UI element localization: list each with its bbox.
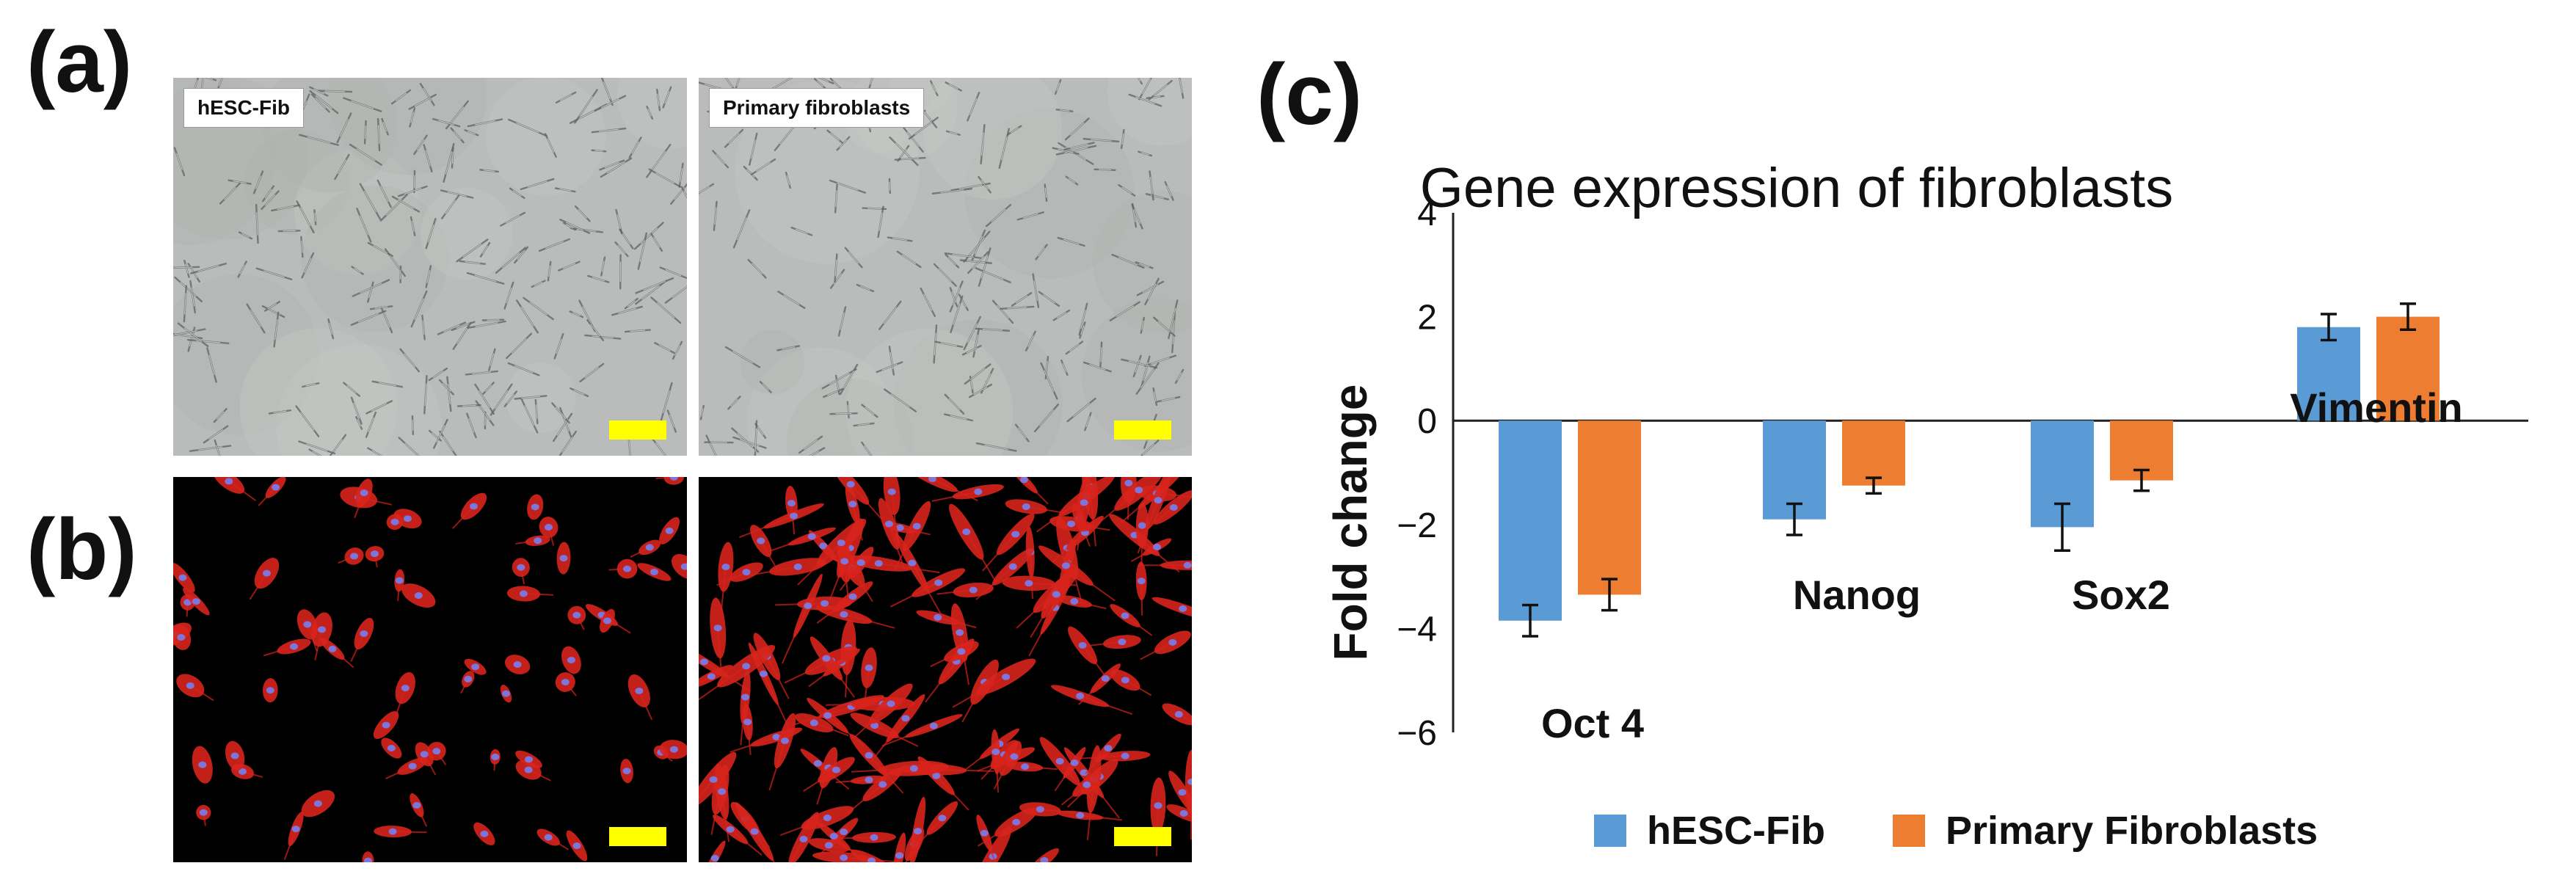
y-tick-label: 4	[1417, 194, 1437, 233]
scale-bar	[609, 827, 666, 846]
category-label: Nanog	[1793, 572, 1921, 618]
legend-swatch	[1594, 815, 1626, 847]
category-label: Vimentin	[2290, 385, 2462, 431]
scale-bar	[1114, 420, 1171, 440]
y-tick-label: 2	[1417, 299, 1437, 338]
bar-hesc-fib	[2297, 327, 2360, 421]
y-tick-label: −2	[1397, 506, 1437, 545]
image-label-primary-fibroblasts: Primary fibroblasts	[709, 88, 925, 128]
panel-c-letter: (c)	[1256, 46, 1363, 143]
bar-primary-fibroblasts	[1578, 420, 1641, 595]
brightfield-image-hesc-fib: hESC-Fib	[173, 78, 687, 456]
legend-label: Primary Fibroblasts	[1946, 809, 2318, 853]
y-tick-label: 0	[1417, 402, 1437, 441]
panel-a-letter: (a)	[26, 14, 133, 111]
y-tick-label: −4	[1397, 610, 1437, 649]
panel-b-letter: (b)	[26, 501, 137, 598]
scale-bar	[609, 420, 666, 440]
legend-swatch	[1893, 815, 1925, 847]
bar-primary-fibroblasts	[2376, 316, 2439, 421]
bar-hesc-fib	[1499, 420, 1562, 621]
y-tick-label: −6	[1397, 714, 1437, 753]
scale-bar	[1114, 827, 1171, 846]
fluorescence-image-primary-fibroblasts	[699, 477, 1192, 862]
legend-label: hESC-Fib	[1647, 809, 1825, 853]
bar-primary-fibroblasts	[1842, 420, 1905, 486]
fluorescence-cells-hesc	[173, 477, 687, 862]
category-label: Oct 4	[1541, 700, 1644, 746]
image-label-hesc-fib: hESC-Fib	[183, 88, 304, 128]
brightfield-cells-hesc	[173, 78, 687, 456]
y-axis-label: Fold change	[1324, 385, 1377, 661]
chart-title: Gene expression of fibroblasts	[1420, 157, 2174, 219]
fluorescence-image-hesc-fib	[173, 477, 687, 862]
category-label: Sox2	[2072, 572, 2170, 618]
brightfield-image-primary-fibroblasts: Primary fibroblasts	[699, 78, 1192, 456]
fluorescence-cells-primary	[699, 477, 1192, 862]
